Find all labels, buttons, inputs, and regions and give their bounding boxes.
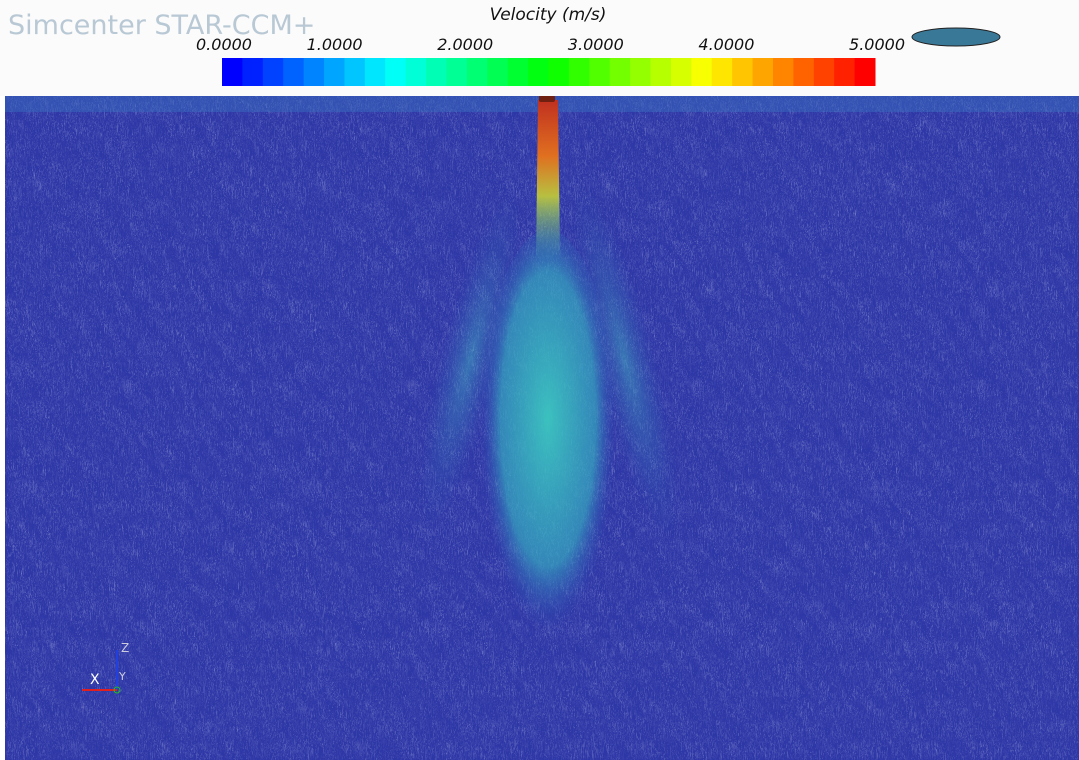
y-label: Y xyxy=(118,670,126,683)
tick-label: 1.0000 xyxy=(307,35,363,54)
brand: Simcenter STAR-CCM+ xyxy=(8,10,315,41)
view-icon xyxy=(912,28,1000,46)
colorbar-step xyxy=(283,58,304,86)
tick-label: 4.0000 xyxy=(698,35,754,54)
colorbar-step xyxy=(406,58,427,86)
colorbar-step xyxy=(814,58,835,86)
x-label: X xyxy=(90,672,100,688)
colorbar-step xyxy=(834,58,855,86)
colorbar-step xyxy=(589,58,610,86)
tick-label: 3.0000 xyxy=(568,35,624,54)
jet-core xyxy=(536,100,560,260)
colorbar-step xyxy=(487,58,508,86)
colorbar-step xyxy=(528,58,549,86)
colorbar-step xyxy=(671,58,692,86)
nozzle xyxy=(539,95,555,102)
colorbar-step xyxy=(793,58,814,86)
colorbar-step xyxy=(344,58,365,86)
tick-label: 2.0000 xyxy=(437,35,493,54)
colorbar-step xyxy=(324,58,345,86)
colorbar-step xyxy=(610,58,631,86)
z-label: Z xyxy=(121,641,129,655)
colorbar-step xyxy=(712,58,733,86)
colorbar-step xyxy=(691,58,712,86)
colorbar-step xyxy=(222,58,243,86)
colorbar-step xyxy=(242,58,263,86)
colorbar-step xyxy=(446,58,467,86)
colorbar-step xyxy=(855,58,876,86)
colorbar-step xyxy=(263,58,284,86)
colorbar-step xyxy=(773,58,794,86)
colorbar-step xyxy=(304,58,325,86)
colorbar-step xyxy=(385,58,406,86)
main-plume xyxy=(480,230,616,650)
colorbar-step xyxy=(508,58,529,86)
colorbar-step xyxy=(732,58,753,86)
scene: Simcenter STAR-CCM+ Velocity (m/s) Z X Y… xyxy=(0,0,1079,760)
colorbar-title: Velocity (m/s) xyxy=(490,5,607,25)
colorbar-step xyxy=(753,58,774,86)
colorbar-step xyxy=(467,58,488,86)
tick-label: 5.0000 xyxy=(849,35,905,54)
colorbar-step xyxy=(426,58,447,86)
tick-label: 0.0000 xyxy=(196,35,252,54)
colorbar-step xyxy=(651,58,672,86)
colorbar-step xyxy=(630,58,651,86)
colorbar-step xyxy=(549,58,570,86)
colorbar-step xyxy=(365,58,386,86)
colorbar-step xyxy=(569,58,590,86)
